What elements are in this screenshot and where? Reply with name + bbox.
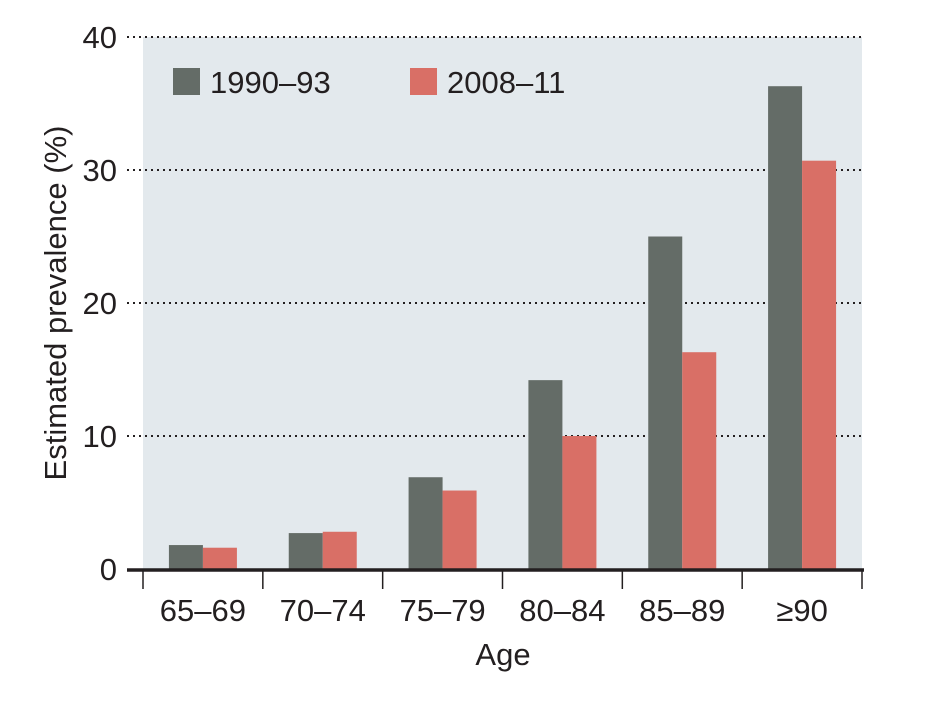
bar-series-2 — [682, 352, 717, 569]
axes: 0 10 20 30 40 65–69 70–74 75–79 80–84 85–89 ≥90 — [83, 20, 864, 628]
legend-swatch — [173, 68, 200, 95]
y-tick-label: 40 — [83, 20, 117, 55]
x-axis-label: Age — [475, 637, 530, 672]
bar-series-1 — [168, 545, 203, 569]
y-tick-label: 10 — [83, 419, 117, 454]
legend-label: 2008–11 — [447, 65, 565, 100]
y-tick-label: 0 — [100, 552, 117, 587]
legend: 1990–93 2008–11 — [173, 65, 565, 100]
bars — [168, 86, 837, 570]
gridlines — [127, 36, 862, 437]
bar-series-1 — [288, 533, 323, 569]
plot-area — [143, 37, 862, 569]
x-tick-label: 70–74 — [280, 593, 366, 628]
bar-series-1 — [528, 380, 563, 569]
y-tick-label: 20 — [83, 286, 117, 321]
x-tick-label: 80–84 — [519, 593, 605, 628]
bar-series-2 — [442, 490, 477, 569]
bar-series-1 — [648, 236, 683, 569]
bar-series-2 — [202, 547, 237, 569]
y-tick-label: 30 — [83, 153, 117, 188]
y-axis-label: Estimated prevalence (%) — [38, 126, 73, 481]
bar-series-2 — [322, 531, 357, 569]
legend-swatch — [410, 68, 437, 95]
x-tick-label: 65–69 — [160, 593, 246, 628]
x-tick-label: 85–89 — [639, 593, 725, 628]
bar-series-1 — [408, 477, 443, 569]
legend-label: 1990–93 — [210, 65, 331, 100]
bar-series-1 — [768, 86, 803, 570]
bar-series-2 — [802, 160, 837, 569]
x-tick-label: ≥90 — [776, 593, 828, 628]
x-tick-label: 75–79 — [399, 593, 485, 628]
bar-series-2 — [562, 436, 597, 569]
